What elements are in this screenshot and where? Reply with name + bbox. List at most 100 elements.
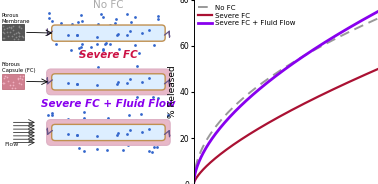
Point <box>13 36 19 39</box>
Point <box>124 132 130 135</box>
Point <box>107 42 113 45</box>
Bar <box>2 24 24 40</box>
Point <box>155 97 161 100</box>
Point <box>146 150 152 153</box>
Point <box>9 83 15 86</box>
Text: No FC: No FC <box>93 0 124 10</box>
No FC <box>214 125 218 128</box>
Point <box>19 78 25 81</box>
Point <box>5 35 11 38</box>
Point <box>18 83 24 86</box>
Point <box>136 51 143 54</box>
Point <box>100 47 106 50</box>
Point <box>74 83 80 86</box>
Point <box>134 95 140 98</box>
Point <box>164 114 170 117</box>
Point <box>15 78 21 81</box>
Point <box>103 42 109 45</box>
Point <box>127 78 133 81</box>
Severe FC + Fluid Flow <box>214 132 218 135</box>
Point <box>68 38 74 41</box>
Point <box>68 49 74 52</box>
Point <box>100 142 106 145</box>
Point <box>98 12 104 15</box>
Text: Porous
Membrane: Porous Membrane <box>2 13 30 24</box>
Point <box>0 77 6 80</box>
Point <box>15 37 21 40</box>
No FC <box>324 42 329 44</box>
Point <box>51 120 57 123</box>
Point <box>11 33 17 36</box>
FancyBboxPatch shape <box>52 25 165 41</box>
Point <box>138 113 144 116</box>
Point <box>11 38 17 41</box>
Point <box>65 33 71 36</box>
No FC <box>376 17 378 20</box>
Point <box>74 34 80 37</box>
Point <box>81 150 87 153</box>
Point <box>16 82 22 85</box>
Text: Severe FC: Severe FC <box>79 50 138 60</box>
Point <box>7 31 13 33</box>
Point <box>81 111 87 114</box>
Point <box>49 113 55 116</box>
Point <box>149 150 155 153</box>
Point <box>104 149 110 152</box>
Point <box>91 139 97 142</box>
Point <box>155 14 161 17</box>
Point <box>115 83 121 86</box>
Point <box>59 120 65 123</box>
Point <box>116 122 122 125</box>
Point <box>146 128 152 130</box>
Point <box>100 49 106 52</box>
Point <box>68 22 74 25</box>
Point <box>65 118 71 121</box>
Point <box>77 51 84 54</box>
Point <box>74 133 80 136</box>
Point <box>146 77 152 80</box>
Point <box>118 140 124 143</box>
Point <box>16 25 22 28</box>
Severe FC <box>264 123 269 125</box>
Point <box>17 76 23 79</box>
Line: Severe FC: Severe FC <box>194 69 378 184</box>
Line: Severe FC + Fluid Flow: Severe FC + Fluid Flow <box>194 11 378 184</box>
Point <box>7 84 13 86</box>
FancyBboxPatch shape <box>46 69 170 95</box>
Severe FC + Fluid Flow <box>251 93 256 95</box>
Point <box>16 34 22 37</box>
Point <box>151 121 157 124</box>
Point <box>2 74 8 77</box>
Severe FC <box>324 91 329 94</box>
Y-axis label: % Released: % Released <box>168 66 177 118</box>
Point <box>16 31 22 34</box>
Point <box>115 32 121 35</box>
Point <box>2 81 8 84</box>
Point <box>124 82 130 85</box>
Point <box>45 114 51 117</box>
Point <box>128 20 134 23</box>
Point <box>142 141 148 144</box>
Point <box>101 69 107 72</box>
Point <box>68 121 74 124</box>
Point <box>124 13 130 15</box>
Point <box>20 74 26 77</box>
Point <box>16 34 22 37</box>
Point <box>4 30 10 33</box>
Point <box>0 25 6 28</box>
Severe FC + Fluid Flow <box>376 10 378 13</box>
Point <box>46 12 52 15</box>
Point <box>20 35 26 38</box>
Point <box>132 16 138 19</box>
Point <box>15 30 21 33</box>
Point <box>150 145 156 148</box>
Point <box>152 121 158 123</box>
Point <box>78 46 84 49</box>
Point <box>5 76 11 79</box>
Severe FC + Fluid Flow <box>325 40 330 42</box>
Point <box>115 132 121 135</box>
Point <box>12 32 19 35</box>
Point <box>8 26 14 29</box>
Point <box>76 146 82 149</box>
Point <box>17 74 23 77</box>
